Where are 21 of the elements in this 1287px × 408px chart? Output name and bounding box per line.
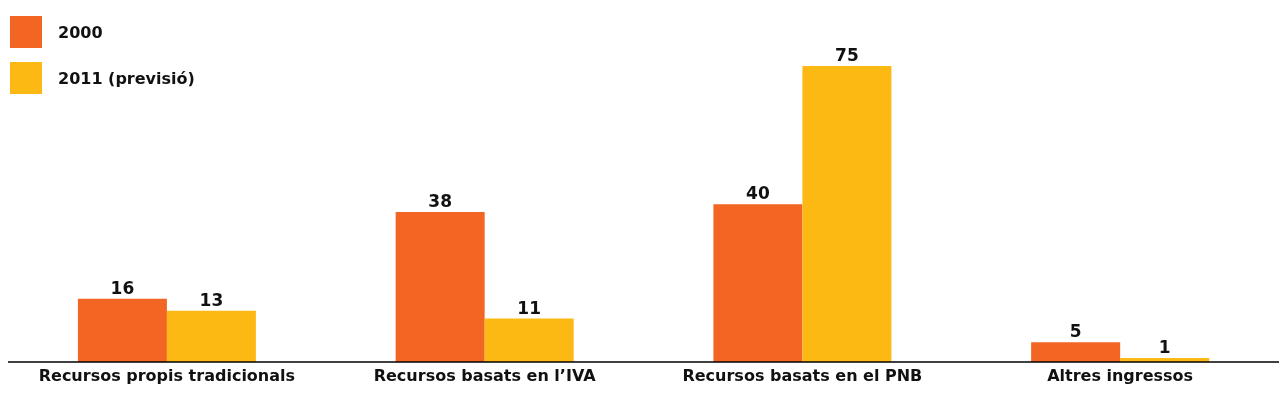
legend-label: 2011 (previsió) [58, 68, 195, 88]
data-label: 5 [1069, 321, 1082, 342]
bar [1031, 342, 1121, 362]
legend-label: 2000 [58, 22, 103, 42]
bar [166, 310, 256, 362]
data-label: 1 [1158, 337, 1171, 358]
bar [77, 298, 167, 362]
x-tick-label: Recursos basats en el PNB [682, 366, 923, 386]
data-label: 11 [517, 297, 541, 318]
bar [395, 212, 485, 362]
x-tick-label: Recursos propis tradicionals [38, 366, 296, 386]
x-tick-label: Altres ingressos [1047, 366, 1194, 386]
data-label: 38 [428, 191, 452, 212]
bar [713, 204, 803, 362]
bar [484, 318, 574, 362]
data-label: 13 [199, 289, 224, 310]
data-label: 40 [746, 183, 770, 204]
x-tick-label: Recursos basats en l’IVA [373, 366, 597, 386]
data-label: 16 [110, 277, 135, 298]
bar [802, 66, 892, 362]
data-label: 75 [835, 45, 859, 65]
